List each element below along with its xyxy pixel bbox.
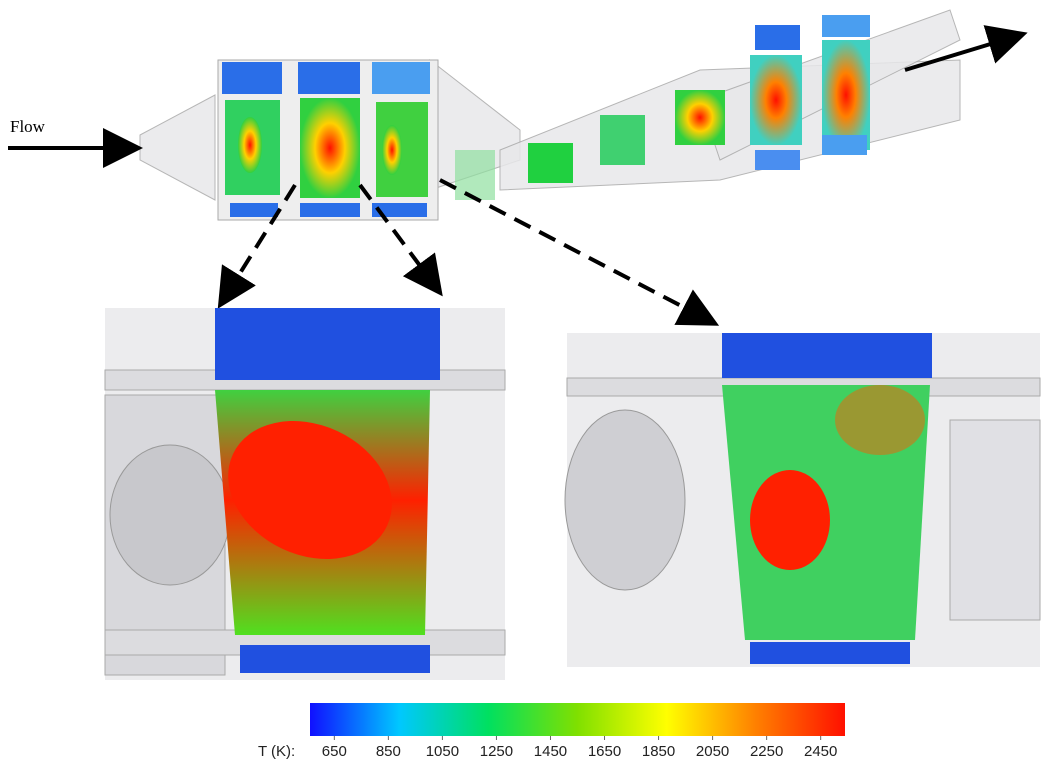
- colorbar-tick-label: 1050: [426, 743, 459, 760]
- colorbar-tick-label: 1850: [642, 743, 675, 760]
- colorbar-tick-label: 1450: [534, 743, 567, 760]
- colorbar-tick-label: 1250: [480, 743, 513, 760]
- colorbar-label: T (K):: [258, 743, 295, 760]
- colorbar-tick-label: 2250: [750, 743, 783, 760]
- combustor-overview: [140, 10, 960, 220]
- colorbar: [310, 703, 845, 736]
- figure: Flow T (K): 650 850 1050 1250 1450 1650 1850 20…: [0, 0, 1042, 767]
- colorbar-tick-label: 2050: [696, 743, 729, 760]
- detail-right: [565, 333, 1040, 667]
- colorbar-tick-label: 2450: [804, 743, 837, 760]
- colorbar-tick-label: 650: [322, 743, 347, 760]
- detail-left: [105, 308, 505, 680]
- flow-label: Flow: [10, 117, 46, 136]
- colorbar-tick-label: 1650: [588, 743, 621, 760]
- colorbar-tick-label: 850: [376, 743, 401, 760]
